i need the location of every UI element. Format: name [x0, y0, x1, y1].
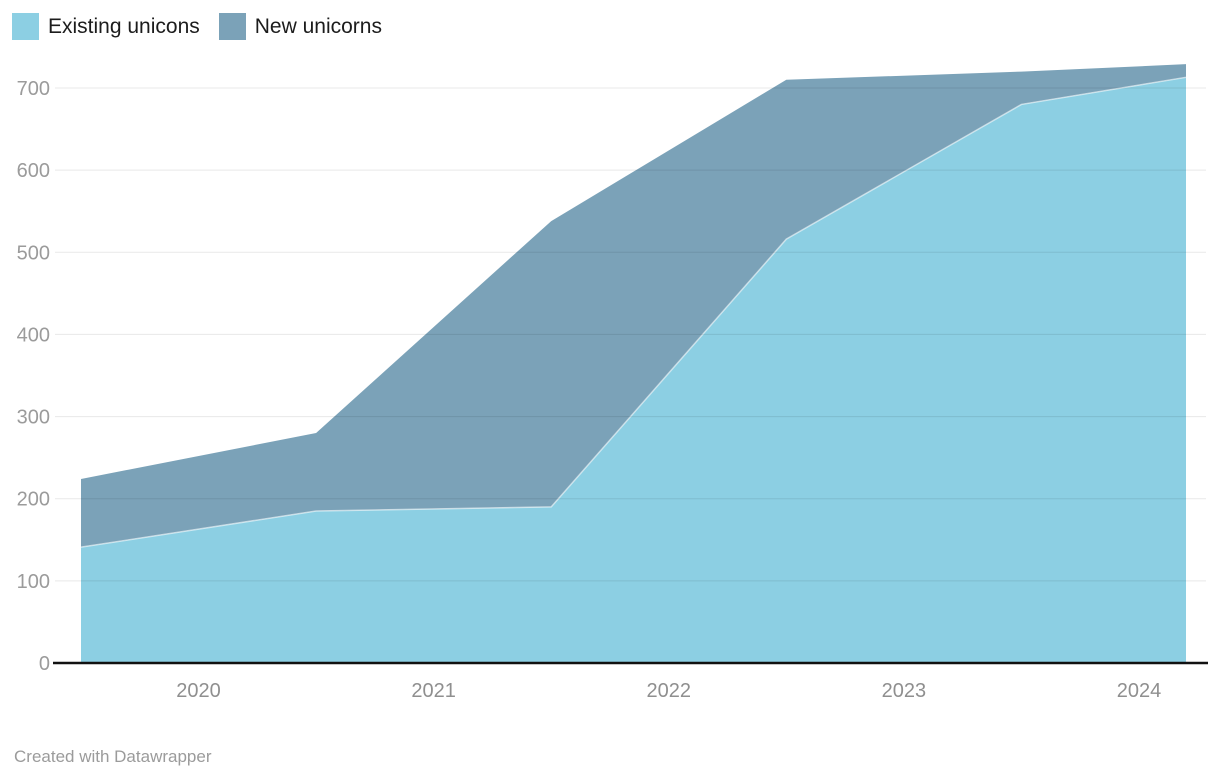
x-tick-label-2022: 2022 [647, 680, 692, 702]
legend-item-existing-unicons: Existing unicons [12, 13, 200, 40]
legend-label-new-unicorns: New unicorns [254, 15, 382, 38]
x-tick-label-2024: 2024 [1117, 680, 1162, 702]
legend-item-new-unicorns: New unicorns [218, 13, 382, 40]
y-tick-label-100: 100 [17, 571, 50, 593]
existing-unicons-area [81, 77, 1186, 664]
y-tick-label-500: 500 [17, 242, 50, 264]
y-tick-label-700: 700 [17, 78, 50, 100]
y-tick-label-400: 400 [17, 324, 50, 346]
legend: Existing unicons New unicorns [12, 13, 382, 40]
new-unicorns-area [81, 64, 1186, 548]
legend-swatch-new-unicorns [218, 13, 246, 40]
y-tick-label-0: 0 [39, 653, 50, 675]
legend-swatch-existing-unicons [12, 13, 39, 40]
datawrapper-credit-link[interactable]: Created with Datawrapper [14, 747, 212, 766]
y-tick-label-200: 200 [17, 489, 50, 511]
y-tick-label-600: 600 [17, 160, 50, 182]
x-tick-label-2023: 2023 [882, 680, 927, 702]
area-separator-line [80, 76, 1187, 548]
y-tick-label-300: 300 [17, 407, 50, 429]
legend-label-existing-unicons: Existing unicons [48, 15, 200, 38]
x-tick-label-2020: 2020 [176, 680, 221, 702]
x-tick-label-2021: 2021 [411, 680, 456, 702]
